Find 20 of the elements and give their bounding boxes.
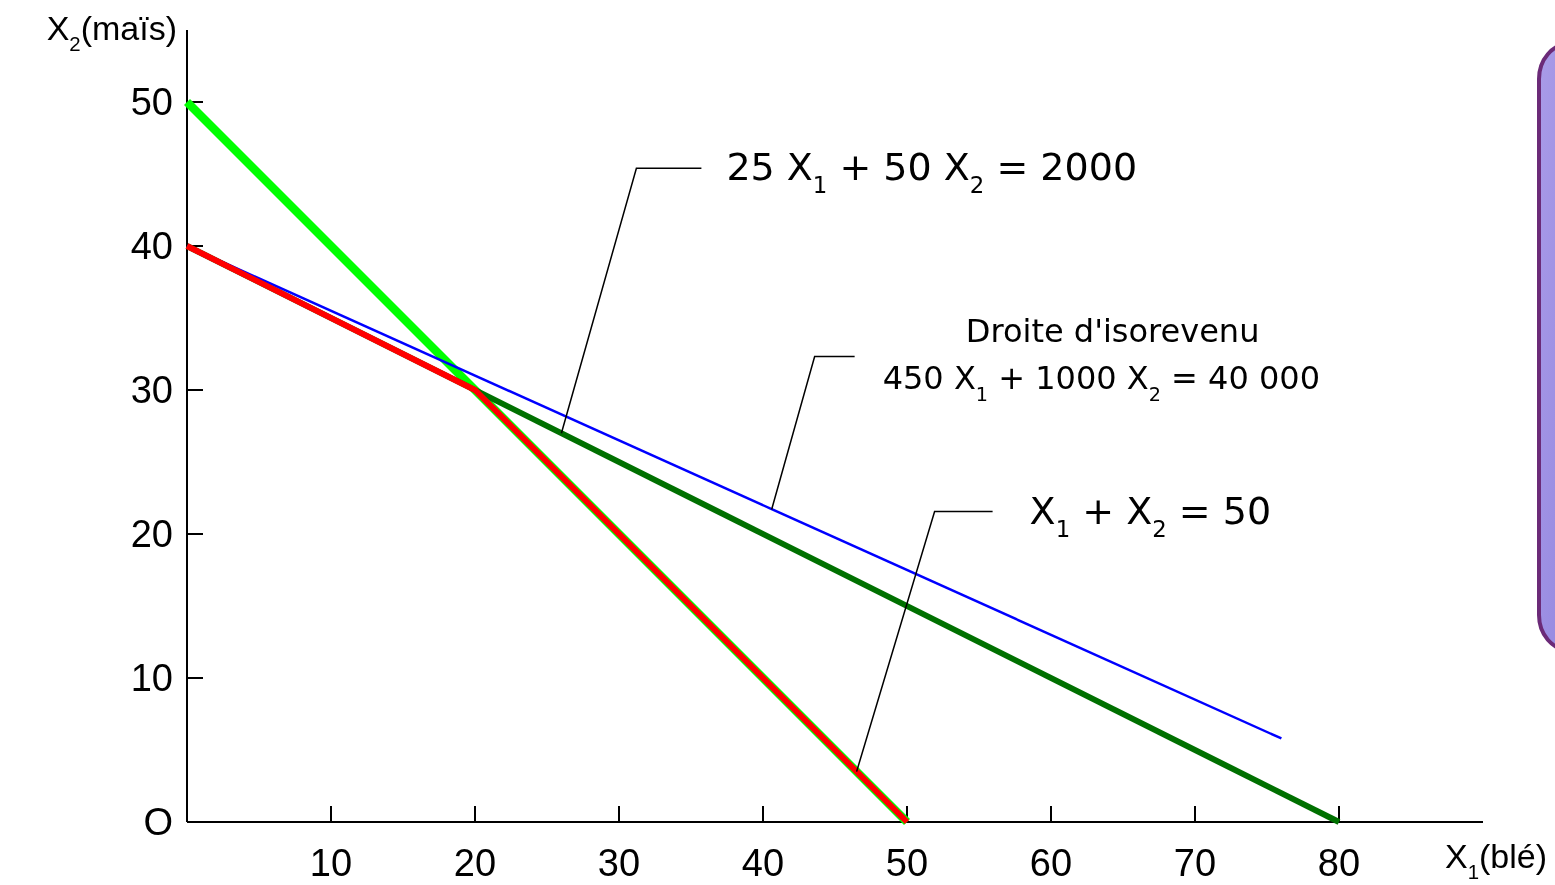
x-axis-title: X$_{1}$(blé) [1444, 837, 1547, 883]
annotation: Droite d'isorevenu [965, 311, 1260, 350]
y-tick-label: O [143, 801, 173, 843]
annotation: 450 X$_{1}$ + 1000 X$_{2}$ = 40 000 [882, 358, 1321, 406]
x-tick-label: 70 [1173, 842, 1217, 884]
x-tick-label: 60 [1029, 842, 1073, 884]
y-tick-label: 30 [130, 369, 173, 411]
x-tick-label: 20 [453, 842, 497, 884]
x-tick-label: 80 [1317, 842, 1361, 884]
annotation: 25 X$_{1}$ + 50 X$_{2}$ = 2000 [726, 145, 1138, 199]
annotation: X$_{1}$ + X$_{2}$ = 50 [1029, 488, 1272, 542]
y-tick-label: 20 [130, 513, 173, 555]
x-tick-label: 30 [597, 842, 641, 884]
y-tick-label: 50 [130, 81, 173, 123]
x-tick-label: 40 [741, 842, 785, 884]
x-tick-label: 10 [309, 842, 353, 884]
y-tick-label: 10 [130, 657, 173, 699]
y-tick-label: 40 [130, 225, 173, 267]
y-axis-title: X$_{2}$(maïs) [46, 9, 177, 55]
x-tick-label: 50 [885, 842, 929, 884]
